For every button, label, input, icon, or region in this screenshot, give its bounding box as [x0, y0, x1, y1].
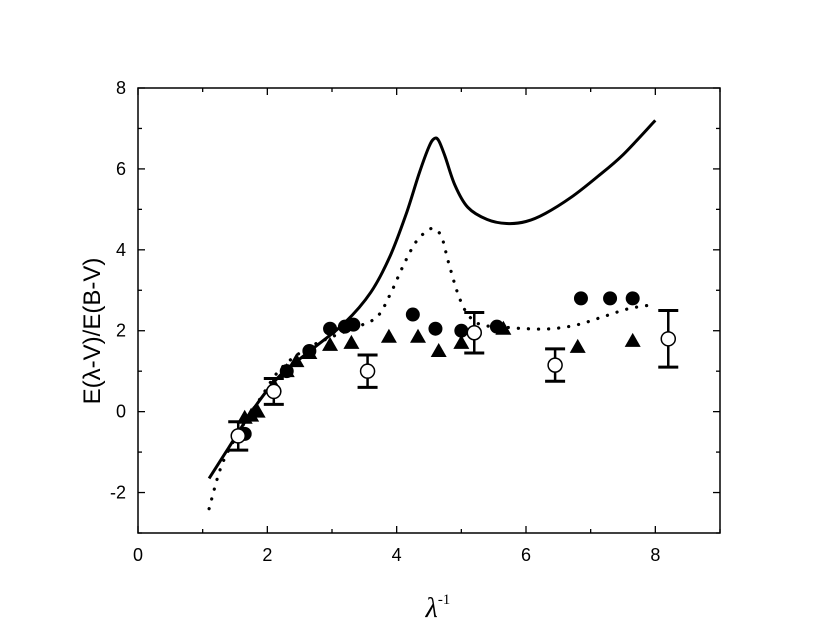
- filled-triangle-point: [453, 334, 470, 349]
- x-axis-title-symbol: λ: [425, 593, 438, 624]
- y-tick-label: 6: [116, 159, 126, 179]
- open-circle-point: [466, 325, 483, 341]
- y-tick-label: 2: [116, 321, 126, 341]
- errorbar-point: [658, 309, 679, 369]
- open-circle-point: [230, 428, 246, 444]
- open-circle-point: [547, 357, 563, 373]
- x-tick-label: 0: [133, 545, 143, 565]
- x-tick-label: 6: [521, 545, 531, 565]
- open-circle-point: [660, 331, 677, 347]
- filled-triangle-point: [301, 344, 318, 359]
- filled-triangle-point: [624, 332, 641, 347]
- filled-triangle-point: [380, 328, 397, 343]
- filled-triangle-point: [288, 353, 305, 368]
- errorbar-point: [357, 353, 378, 389]
- x-axis-title: λ-1: [425, 592, 451, 624]
- y-axis-title: E(λ-V)/E(B-V): [79, 258, 106, 405]
- errorbar-point: [228, 420, 249, 452]
- y-tick-label: 8: [116, 78, 126, 98]
- filled-triangle-point: [569, 338, 586, 353]
- x-tick-label: 8: [650, 545, 660, 565]
- errorbar-point: [545, 347, 566, 383]
- filled-circle-point: [346, 317, 361, 332]
- plot-frame: [137, 87, 721, 534]
- errorbar-point: [263, 376, 284, 406]
- filled-triangle-point: [343, 334, 360, 349]
- filled-circle-point: [405, 307, 420, 322]
- filled-circle-point: [573, 291, 588, 306]
- y-tick-label: -2: [110, 483, 126, 503]
- open-circle-point: [359, 363, 376, 379]
- x-tick-label: 2: [262, 545, 272, 565]
- filled-circle-point: [454, 323, 469, 338]
- filled-circle-point: [603, 291, 618, 306]
- axes: 0 2 4 6 8 -2 0 2 4 6 8: [110, 78, 721, 565]
- plot-marks: [207, 119, 679, 511]
- filled-triangle-point: [278, 363, 295, 378]
- filled-circle-point: [323, 321, 338, 336]
- filled-triangle-point: [243, 407, 260, 422]
- errorbar-point: [464, 311, 485, 355]
- filled-triangle-point: [322, 336, 339, 351]
- x-tick-label: 4: [392, 545, 402, 565]
- filled-circle-point: [428, 321, 443, 336]
- x-axis-title-exponent: -1: [438, 592, 451, 608]
- filled-triangle-point: [430, 342, 447, 357]
- y-tick-label: 4: [116, 240, 126, 260]
- open-circle-point: [266, 383, 282, 400]
- filled-triangle-point: [495, 320, 512, 335]
- filled-circle-point: [625, 291, 640, 306]
- y-tick-label: 0: [116, 402, 126, 422]
- filled-triangle-point: [249, 403, 266, 418]
- filled-triangle-point: [410, 328, 427, 343]
